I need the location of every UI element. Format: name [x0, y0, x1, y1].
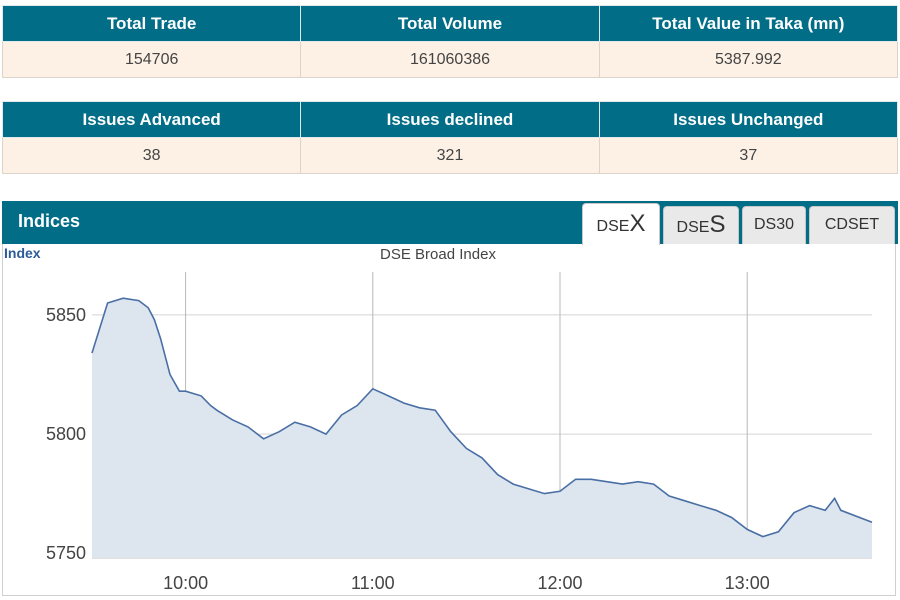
series-line	[91, 297, 873, 538]
series-area	[92, 298, 872, 558]
header-total-trade: Total Trade	[1, 5, 302, 42]
value-issues-unchanged: 37	[598, 137, 899, 174]
y-tick-label: 5850	[46, 305, 86, 325]
y-tick-label: 5750	[46, 543, 86, 563]
header-issues-unchanged: Issues Unchanged	[598, 101, 899, 138]
tab-dsex[interactable]: DSEX	[582, 203, 660, 245]
x-tick-label: 13:00	[725, 573, 770, 593]
chart-ticks: 5750 5800 5850 10:00 11:00 12:00 13:00	[46, 305, 770, 593]
chart-frame	[2, 244, 896, 596]
header-issues-advanced: Issues Advanced	[1, 101, 302, 138]
value-issues-declined: 321	[300, 137, 600, 174]
y-axis-label: Index	[4, 245, 41, 261]
tab-dsex-suffix: X	[629, 210, 646, 237]
x-tick-label: 11:00	[351, 573, 395, 593]
tab-cdset-label: CDSET	[824, 216, 880, 233]
value-total-trade: 154706	[1, 41, 302, 78]
tab-dses-prefix: DSE	[676, 219, 710, 236]
tab-ds30-label: DS30	[753, 216, 795, 233]
tab-cdset[interactable]: CDSET	[809, 206, 895, 244]
index-chart: 5750 5800 5850 10:00 11:00 12:00 13:00 Index D…	[4, 245, 873, 593]
tab-dsex-prefix: DSE	[596, 218, 630, 235]
summary-table-issues: Issues Advanced Issues declined Issues U…	[1, 101, 899, 174]
x-tick-label: 12:00	[537, 573, 582, 593]
header-issues-declined: Issues declined	[300, 101, 600, 138]
x-tick-label: 10:00	[163, 573, 208, 593]
tab-dses[interactable]: DSES	[663, 206, 739, 244]
summary-table-trade: Total Trade Total Volume Total Value in …	[1, 5, 899, 78]
value-total-volume: 161060386	[300, 41, 600, 78]
header-total-volume: Total Volume	[300, 5, 600, 42]
header-total-value: Total Value in Taka (mn)	[598, 5, 899, 42]
tab-ds30[interactable]: DS30	[742, 206, 806, 244]
chart-title: DSE Broad Index	[380, 246, 496, 263]
indices-title: Indices	[18, 211, 81, 231]
value-total-value: 5387.992	[598, 41, 899, 78]
value-issues-advanced: 38	[1, 137, 302, 174]
y-tick-label: 5800	[46, 424, 86, 444]
tab-dses-suffix: S	[709, 211, 726, 238]
